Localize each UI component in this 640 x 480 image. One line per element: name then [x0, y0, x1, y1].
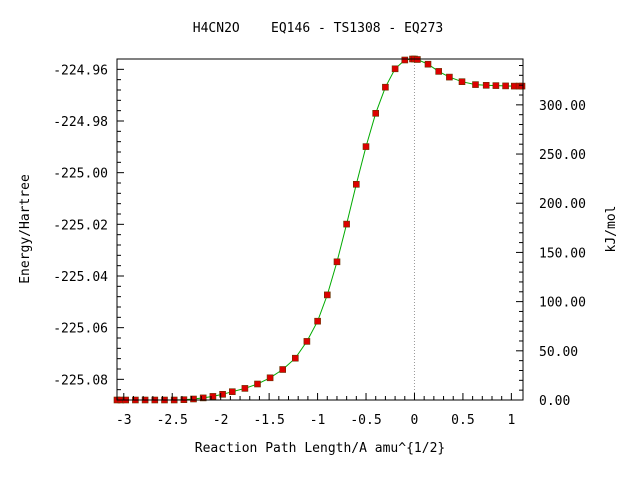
data-point [401, 56, 409, 64]
x-tick-label: 1 [507, 413, 515, 428]
data-point [241, 385, 249, 392]
axes: -3 -2.5 -2 -1.5 -1 -0.5 0 0.5 1 -224.96 -224.98 -22… [53, 58, 586, 428]
data-point [502, 82, 509, 90]
x-axis-label: Reaction Path Length/A amu^{1/2} [195, 441, 445, 456]
data-point [472, 81, 479, 88]
data-point [229, 388, 236, 396]
data-point [190, 395, 197, 403]
data-point [219, 390, 226, 398]
y2-tick-label: 250.00 [539, 148, 586, 163]
data-point [458, 78, 466, 85]
data-point [372, 110, 380, 117]
y2-axis-label: kJ/mol [604, 206, 619, 253]
data-point [391, 65, 399, 73]
x-tick-label: -0.5 [350, 413, 381, 428]
x-tick-label: -3 [116, 413, 132, 428]
y-tick-label: -224.96 [53, 63, 108, 78]
data-point [266, 374, 274, 382]
y-tick-label: -225.08 [53, 373, 108, 388]
chart-title: H4CN2O EQ146 - TS1308 - EQ273 [193, 21, 443, 36]
data-point [446, 73, 453, 81]
data-point [492, 82, 500, 89]
data-point [362, 143, 370, 150]
data-point [482, 82, 490, 89]
x-tick-label: 0 [411, 413, 419, 428]
data-point [333, 258, 341, 266]
y-tick-label: -224.98 [53, 115, 108, 130]
y2-tick-label: 100.00 [539, 296, 586, 311]
data-point [518, 82, 526, 90]
data-point [291, 354, 299, 362]
plot-marks [113, 55, 526, 404]
data-point [352, 181, 360, 188]
y2-tick-label: 0.00 [539, 394, 570, 409]
data-point [199, 394, 207, 402]
data-point [382, 83, 389, 91]
y-tick-label: -225.04 [53, 270, 108, 285]
x-tick-label: -2.5 [157, 413, 188, 428]
x-tick-label: -1.5 [253, 413, 284, 428]
data-point [323, 291, 331, 299]
data-point [343, 220, 350, 228]
x-tick-label: -1 [310, 413, 326, 428]
x-tick-label: -2 [213, 413, 229, 428]
series-line [117, 58, 522, 401]
data-point [254, 380, 261, 388]
data-point [303, 338, 311, 345]
y2-tick-label: 150.00 [539, 246, 586, 261]
y2-tick-label: 50.00 [539, 345, 578, 360]
y-tick-label: -225.02 [53, 218, 108, 233]
y-tick-label: -225.00 [53, 167, 108, 182]
y-axis-label: Energy/Hartree [18, 174, 33, 284]
data-point [279, 366, 287, 373]
plot-frame [116, 58, 524, 401]
y2-tick-label: 300.00 [539, 99, 586, 114]
data-point [424, 60, 432, 68]
x-tick-label: 0.5 [451, 413, 474, 428]
y-tick-label: -225.06 [53, 322, 108, 337]
data-point [209, 393, 217, 400]
data-point [435, 68, 443, 75]
data-point [314, 317, 321, 325]
y2-tick-label: 200.00 [539, 197, 586, 212]
